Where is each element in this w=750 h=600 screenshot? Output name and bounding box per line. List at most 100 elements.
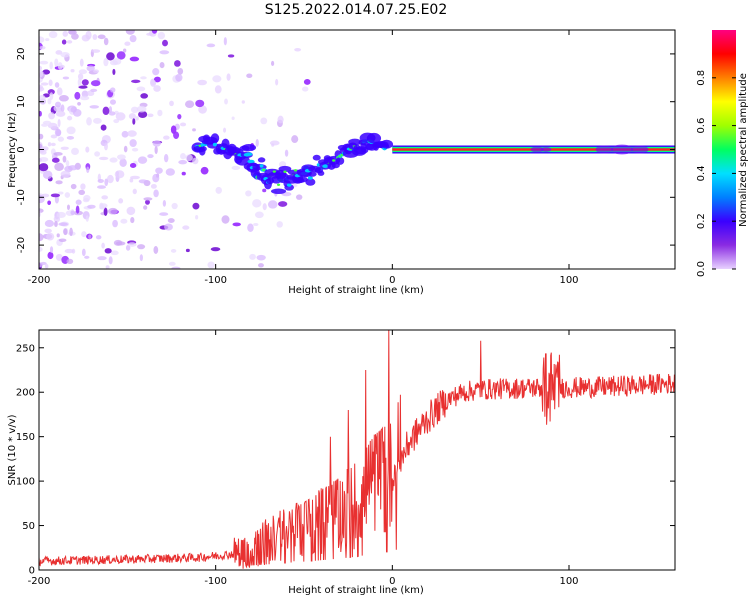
spectrogram-noise-blob bbox=[159, 62, 165, 69]
spectrogram-noise-blob bbox=[94, 151, 101, 157]
snr-y-tick-label: 100 bbox=[16, 477, 35, 488]
spectrogram-noise-blob bbox=[130, 216, 135, 224]
spectrogram-broadening bbox=[595, 145, 614, 154]
spectrogram-noise-blob bbox=[221, 215, 230, 224]
spectrogram-trace-peak bbox=[332, 159, 336, 162]
spectrogram-noise-blob bbox=[64, 248, 74, 254]
spectrogram-x-label: Height of straight line (km) bbox=[288, 285, 424, 296]
spectrogram-noise-blob bbox=[42, 170, 53, 180]
spectrogram-broadening bbox=[630, 145, 649, 154]
spectrogram-noise-blob bbox=[275, 78, 279, 86]
spectrogram-noise-blob bbox=[271, 60, 275, 66]
spectrogram-noise-blob bbox=[113, 119, 120, 124]
spectrogram-noise-blob bbox=[103, 37, 109, 46]
spectrogram-noise-blob bbox=[241, 100, 245, 104]
spectrogram-noise-blob bbox=[253, 222, 259, 227]
spectrogram-noise-blob bbox=[39, 158, 43, 163]
spectrogram-x-tick-label: -200 bbox=[28, 275, 51, 286]
spectrogram-noise-blob bbox=[54, 128, 62, 137]
spectrogram-trace-blob bbox=[295, 176, 308, 183]
spectrogram-noise-blob bbox=[132, 118, 136, 125]
spectrogram-noise-blob bbox=[185, 248, 190, 253]
spectrogram-noise-blob bbox=[56, 233, 60, 238]
spectrogram-trace-peak bbox=[276, 183, 281, 186]
spectrogram-x-ticks: -200 -100 0 100 bbox=[28, 30, 579, 286]
spectrogram-noise-blob bbox=[135, 116, 139, 121]
colorbar-tick-label: 0.2 bbox=[696, 213, 707, 229]
spectrogram-noise-blob bbox=[39, 69, 44, 78]
spectrogram-noise-blob bbox=[62, 76, 70, 80]
spectrogram-noise-blob bbox=[126, 206, 136, 216]
spectrogram-noise-blob bbox=[129, 34, 137, 43]
spectrogram-noise-blob bbox=[138, 179, 148, 184]
colorbar-label: Normalized spectral amplitude bbox=[738, 73, 749, 227]
spectrogram-noise-blob bbox=[257, 263, 264, 268]
colorbar-tick-label: 0.0 bbox=[696, 261, 707, 277]
spectrogram-noise-blob bbox=[39, 110, 42, 117]
spectrogram-noise-blob bbox=[140, 76, 147, 80]
spectrogram-noise-blob bbox=[39, 143, 43, 149]
snr-y-tick-label: 150 bbox=[16, 432, 35, 443]
spectrogram-noise-blob bbox=[104, 178, 109, 187]
spectrogram-noise-blob bbox=[39, 46, 46, 50]
snr-x-ticks: -200 -100 0 100 bbox=[28, 330, 579, 587]
spectrogram-noise-blob bbox=[93, 117, 102, 124]
spectrogram-noise-blob bbox=[212, 75, 222, 83]
spectrogram-noise-blob bbox=[262, 203, 267, 211]
spectrogram-noise-blob bbox=[276, 221, 283, 228]
spectrogram-noise-blob bbox=[72, 109, 82, 117]
spectrogram-noise-blob bbox=[54, 58, 59, 67]
spectrogram-noise-blob bbox=[182, 225, 190, 230]
spectrogram-noise-blob bbox=[60, 52, 70, 58]
spectrogram-trace-core bbox=[212, 142, 218, 147]
spectrogram-trace-core bbox=[245, 152, 253, 157]
snr-y-tick-label: 250 bbox=[16, 343, 35, 354]
colorbar-tick-label: 0.8 bbox=[696, 70, 707, 86]
spectrogram-noise-blob bbox=[178, 160, 188, 165]
spectrogram-noise-blob bbox=[153, 76, 161, 83]
spectrogram-broadening bbox=[611, 144, 633, 155]
spectrogram-noise-blob bbox=[54, 162, 64, 171]
spectrogram-noise-blob bbox=[81, 248, 86, 257]
spectrogram-noise-blob bbox=[152, 173, 160, 183]
spectrogram-noise-blob bbox=[226, 73, 231, 81]
spectrogram-noise-blob bbox=[39, 261, 47, 266]
spectrogram-trace-blob bbox=[198, 147, 206, 156]
spectrogram-noise-blob bbox=[247, 223, 254, 232]
spectrogram-noise-blob bbox=[108, 111, 116, 116]
spectrogram-noise-blob bbox=[159, 50, 170, 55]
spectrogram-noise-blob bbox=[170, 125, 177, 134]
spectrogram-noise-blob bbox=[80, 183, 86, 190]
spectrogram-noise-blob bbox=[50, 134, 58, 139]
spectrogram-noise-blob bbox=[112, 219, 118, 228]
spectrogram-noise-blob bbox=[64, 192, 71, 198]
spectrogram-noise-blob bbox=[159, 212, 169, 216]
spectrogram-noise-blob bbox=[123, 145, 128, 153]
spectrogram-noise-blob bbox=[147, 113, 154, 118]
snr-y-ticks: 0 50 100 150 200 250 bbox=[16, 343, 675, 577]
spectrogram-noise-blob bbox=[55, 50, 63, 55]
spectrogram-noise-blob bbox=[39, 233, 44, 242]
spectrogram-noise-blob bbox=[125, 244, 131, 251]
spectrogram-noise-blob bbox=[49, 61, 53, 70]
spectrogram-noise-blob bbox=[125, 30, 135, 35]
spectrogram-noise-blob bbox=[129, 139, 137, 148]
spectrogram-noise-blob bbox=[303, 78, 311, 85]
spectrogram-noise-blob bbox=[121, 130, 129, 138]
spectrogram-noise-blob bbox=[55, 110, 66, 117]
spectrogram-noise-blob bbox=[152, 140, 161, 147]
spectrogram-noise-blob bbox=[124, 41, 131, 46]
spectrogram-trace-blob bbox=[366, 132, 382, 144]
spectrogram-noise-blob bbox=[284, 149, 289, 157]
spectrogram-noise-blob bbox=[39, 36, 45, 44]
spectrogram-noise-blob bbox=[168, 261, 176, 266]
spectrogram-noise-blob bbox=[47, 251, 54, 260]
spectrogram-noise-blob bbox=[58, 238, 67, 242]
spectrogram-noise-blob bbox=[162, 199, 167, 207]
spectrogram-noise-blob bbox=[47, 142, 52, 147]
spectrogram-noise-blob bbox=[260, 117, 268, 125]
spectrogram-noise-blob bbox=[66, 204, 70, 211]
spectrogram-noise-blob bbox=[231, 116, 235, 120]
spectrogram-trace-core bbox=[259, 164, 264, 168]
spectrogram-noise-blob bbox=[44, 264, 49, 269]
